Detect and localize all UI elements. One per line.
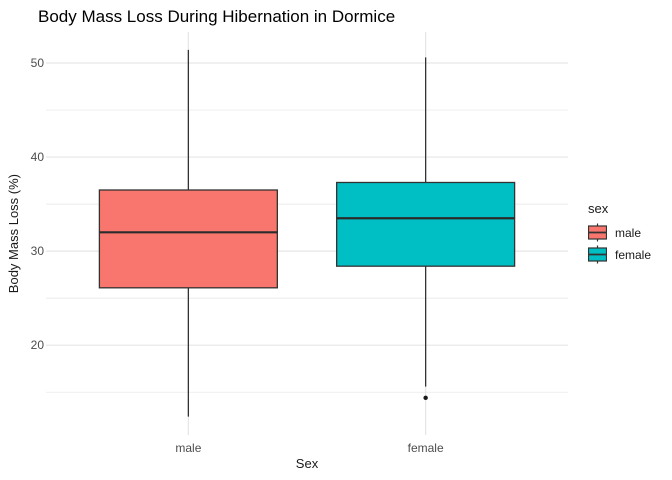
legend-label: male — [615, 225, 642, 240]
legend-entries: male female — [588, 222, 651, 265]
female-key-icon — [588, 245, 607, 264]
x-tick-label-female: female — [407, 441, 444, 455]
plot-title: Body Mass Loss During Hibernation in Dor… — [38, 7, 396, 26]
y-tick-label-40: 40 — [30, 150, 44, 165]
female-outlier-point — [423, 395, 428, 401]
y-tick-label-30: 30 — [30, 244, 44, 259]
x-axis-title: Sex — [295, 456, 319, 471]
male-key-icon — [588, 223, 607, 242]
x-tick-label-male: male — [175, 441, 202, 455]
female-box — [336, 181, 516, 267]
y-tick-label-50: 50 — [30, 56, 44, 71]
legend-title: sex — [588, 201, 609, 216]
legend-label: female — [615, 247, 652, 262]
legend-entry-male: male — [588, 222, 651, 243]
legend: sex male female — [588, 201, 651, 266]
legend-entry-female: female — [588, 244, 651, 265]
male-box — [98, 189, 278, 289]
y-tick-label-20: 20 — [30, 338, 44, 353]
